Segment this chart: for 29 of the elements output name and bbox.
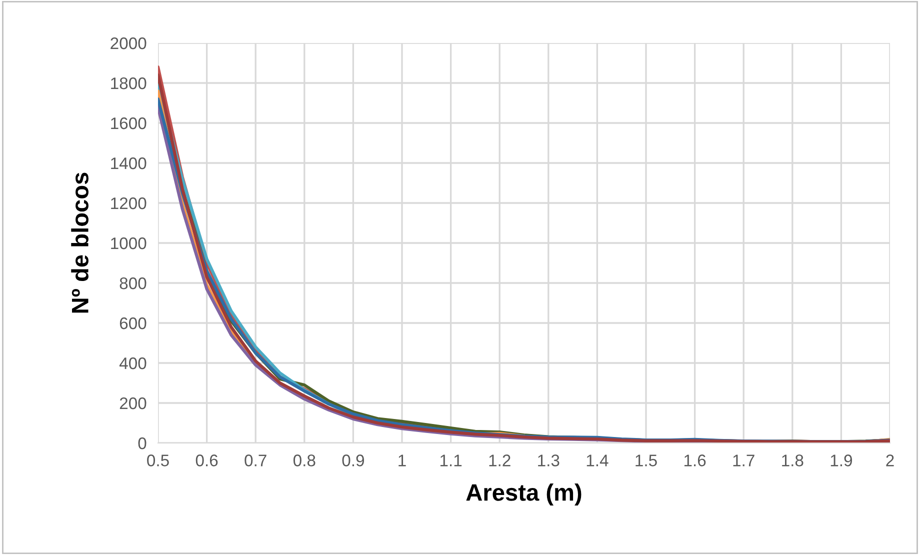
x-tick-label: 0.6 [196,454,218,466]
y-tick-label: 600 [120,317,146,330]
y-axis-title: Nº de blocos [71,172,88,313]
y-tick-label: 1200 [111,197,146,210]
y-tick-label: 2000 [110,37,146,50]
x-tick-label: 0.7 [244,454,266,466]
x-tick-label: 1.3 [538,454,560,466]
y-tick-label: 1400 [111,157,146,170]
x-tick-label: 0.5 [147,454,169,466]
y-tick-label: 800 [120,277,146,290]
x-tick-label: 1.1 [440,454,462,466]
x-tick-label: 0.8 [293,454,316,466]
x-tick-label: 1.5 [636,454,657,466]
x-tick-label: 1.7 [733,454,754,466]
x-tick-label: 1.9 [830,454,852,466]
y-tick-label: 200 [120,397,146,410]
y-tick-label: 400 [119,357,146,370]
y-tick-label: 0 [138,437,146,450]
x-tick-label: 1.8 [782,454,804,466]
x-tick-label: 2 [886,454,894,466]
x-tick-label: 1.2 [489,454,510,466]
x-tick-label: 0.9 [342,454,364,466]
y-tick-label: 1000 [111,237,146,250]
x-tick-label: 1.4 [586,454,608,466]
x-tick-label: 1.6 [684,454,706,466]
y-tick-label: 1600 [111,117,146,130]
x-axis-title: Aresta (m) [466,484,582,506]
x-tick-label: 1 [398,454,406,466]
y-tick-label: 1800 [111,77,146,90]
